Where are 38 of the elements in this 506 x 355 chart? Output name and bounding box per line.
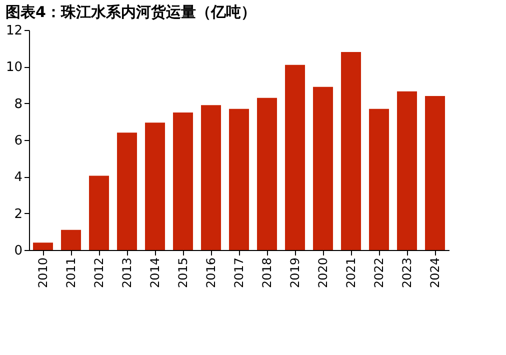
x-tick-label: 2018 [260, 258, 274, 288]
x-tick-label: 2012 [92, 258, 106, 288]
bar [229, 108, 249, 250]
bar [341, 52, 361, 250]
x-tick-label: 2015 [176, 258, 190, 288]
y-tick-label: 10 [6, 60, 22, 76]
x-tick-label: 2019 [288, 258, 302, 288]
x-tick-label: 2011 [64, 258, 78, 288]
x-tick-label: 2014 [148, 258, 162, 288]
x-tick-label: 2016 [204, 258, 218, 288]
bar [369, 108, 389, 250]
x-tick-label: 2022 [372, 258, 386, 288]
bar [33, 242, 53, 250]
bar [201, 105, 221, 250]
bar [397, 91, 417, 250]
y-tick-label: 0 [14, 244, 22, 258]
x-tick-label: 2010 [36, 258, 50, 288]
y-tick-label: 6 [14, 134, 22, 148]
bar [61, 230, 81, 250]
bar [425, 96, 445, 250]
bar [257, 98, 277, 250]
bar [173, 112, 193, 250]
y-tick-label: 12 [6, 24, 22, 38]
x-tick-label: 2017 [232, 258, 246, 288]
bar [89, 176, 109, 250]
x-tick-label: 2021 [344, 258, 358, 288]
x-tick-label: 2024 [428, 258, 442, 288]
y-tick-label: 2 [14, 206, 22, 222]
bar [313, 86, 333, 250]
y-tick-label: 4 [14, 170, 22, 186]
y-tick-label: 8 [14, 96, 22, 112]
x-tick-label: 2013 [120, 258, 134, 288]
chart-title: 图表4：珠江水系内河货运量（亿吨） [5, 3, 256, 21]
x-tick-label: 2023 [400, 258, 414, 288]
bar [117, 132, 137, 250]
x-tick-label: 2020 [316, 258, 330, 288]
bar [285, 64, 305, 250]
bar [145, 122, 165, 250]
